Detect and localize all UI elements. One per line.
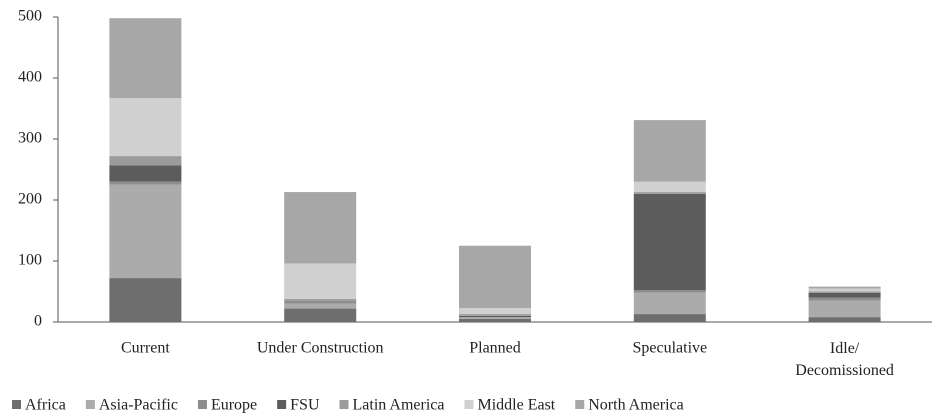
bar-segment <box>284 308 357 322</box>
bar-segment <box>459 307 531 315</box>
bar-segment <box>633 192 706 194</box>
legend-label: Asia-Pacific <box>99 397 178 414</box>
bar-segment <box>633 290 706 293</box>
y-tick-label: 400 <box>18 69 42 86</box>
bar-segment <box>284 300 357 304</box>
bar-segment <box>633 292 706 315</box>
y-tick-label: 0 <box>34 313 42 330</box>
x-tick-label: Planned <box>469 340 521 357</box>
bar-segment <box>459 315 531 318</box>
x-tick-label: Under Construction <box>257 340 384 357</box>
x-tick-label: Idle/Decomissioned <box>795 340 894 379</box>
bar-segment <box>808 288 881 292</box>
bar-segment <box>459 317 531 318</box>
bar-segment <box>808 292 881 298</box>
bar-segment <box>808 286 881 289</box>
legend-label: Middle East <box>477 397 555 414</box>
legend-swatch <box>464 400 474 409</box>
y-tick-label: 500 <box>18 8 42 25</box>
bar-segment <box>459 314 531 316</box>
legend-swatch <box>277 400 287 409</box>
bar-segment <box>633 120 706 182</box>
bar-segment <box>284 303 357 309</box>
legend-swatch <box>339 400 349 409</box>
x-tick-label: Current <box>121 340 170 357</box>
bar-segment <box>284 192 357 264</box>
legend-label: North America <box>588 397 684 414</box>
bar-segment <box>109 278 182 322</box>
bar-segment <box>109 165 182 182</box>
legend-swatch <box>197 400 207 409</box>
y-tick-label: 200 <box>18 191 42 208</box>
legend-swatch <box>575 400 585 409</box>
legend-swatch <box>12 400 21 409</box>
bar-segment <box>459 245 531 308</box>
legend-label: FSU <box>290 397 320 414</box>
bar-segment <box>459 318 531 322</box>
bar-segment <box>808 291 881 293</box>
bar-segment <box>808 317 881 322</box>
bar-segment <box>633 193 706 291</box>
y-tick-label: 100 <box>18 252 42 269</box>
legend-swatch <box>85 400 95 409</box>
bar-segment <box>109 181 182 185</box>
bar-segment <box>109 156 182 166</box>
legend-label: Africa <box>25 397 66 414</box>
bar-segment <box>284 263 357 299</box>
y-tick-label: 300 <box>18 130 42 147</box>
legend-label: Latin America <box>353 397 445 414</box>
bar-segment <box>633 181 706 193</box>
bar-segment <box>808 300 881 318</box>
bar-segment <box>808 297 881 301</box>
bar-segment <box>633 314 706 322</box>
bar-segment <box>109 98 182 157</box>
bar-segment <box>109 18 182 99</box>
legend-label: Europe <box>211 397 257 414</box>
bar-segment <box>109 184 182 279</box>
bar-segment <box>459 317 531 319</box>
bar-segment <box>284 298 357 301</box>
x-tick-label: Speculative <box>632 340 707 357</box>
